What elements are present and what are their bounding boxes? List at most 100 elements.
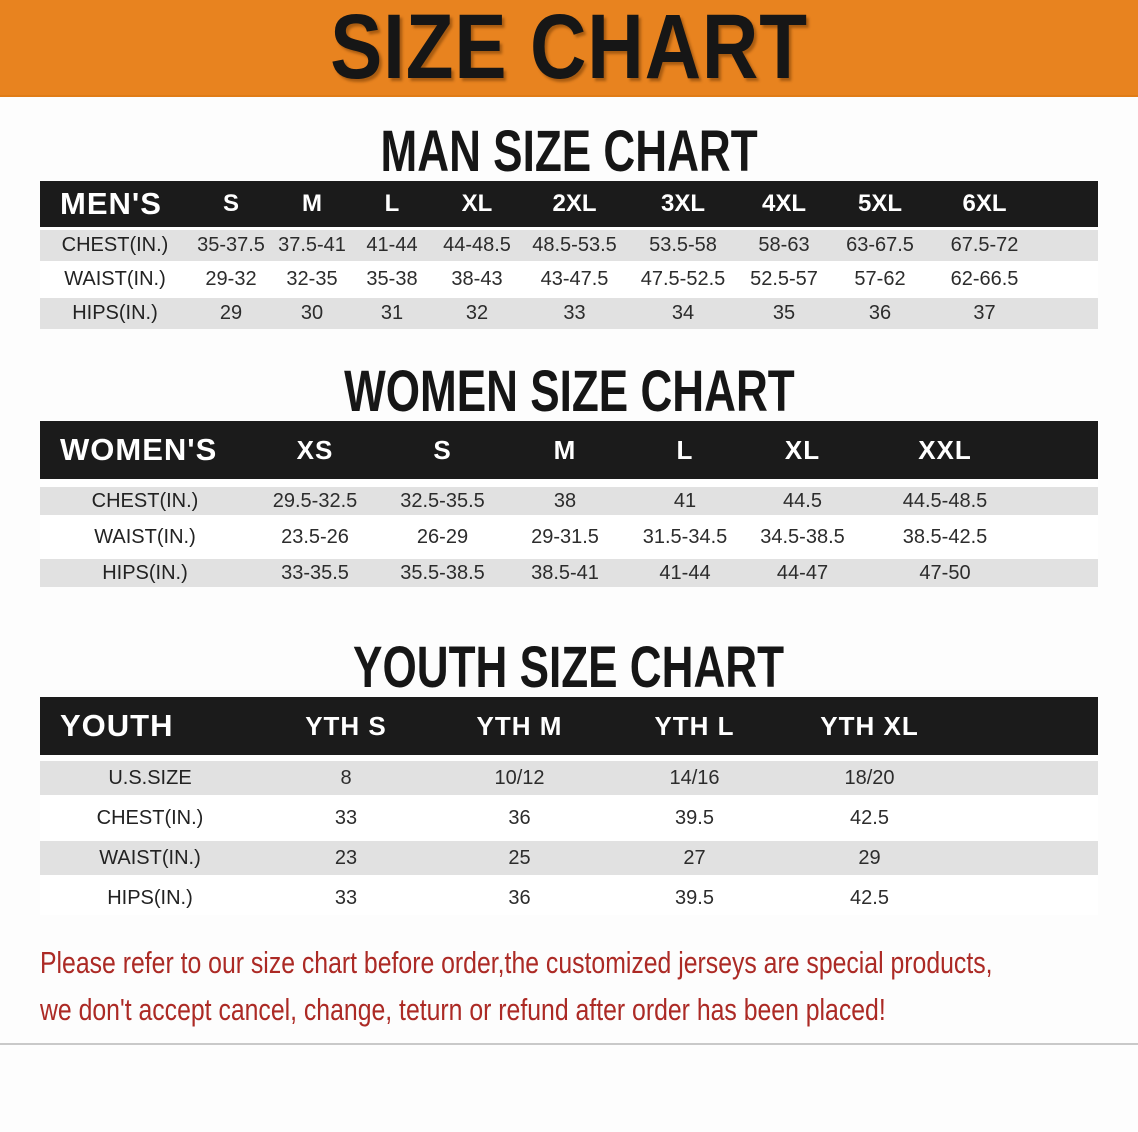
- size-value-cell: 42.5: [782, 795, 957, 835]
- size-value-cell: 29-32: [190, 261, 272, 295]
- size-column-header: L: [625, 421, 745, 479]
- table-row: CHEST(IN.) 35-37.5 37.5-41 41-44 44-48.5 48.5…: [40, 227, 1098, 261]
- size-value-cell: 26-29: [380, 515, 505, 551]
- size-value-cell: 38.5-42.5: [860, 515, 1030, 551]
- size-column-header: XL: [745, 421, 860, 479]
- size-value-cell: 44.5-48.5: [860, 479, 1030, 515]
- size-value-cell: 33: [260, 875, 432, 915]
- size-column-header: YTH XL: [782, 697, 957, 755]
- size-column-header: M: [505, 421, 625, 479]
- size-value-cell: 14/16: [607, 755, 782, 795]
- size-value-cell: 44.5: [745, 479, 860, 515]
- size-value-cell: 30: [272, 295, 352, 329]
- spacer-cell: [1038, 295, 1098, 329]
- table-corner-label: WOMEN'S: [40, 421, 250, 479]
- size-value-cell: 47.5-52.5: [627, 261, 739, 295]
- size-value-cell: 25: [432, 835, 607, 875]
- size-value-cell: 32: [432, 295, 522, 329]
- row-label: HIPS(IN.): [40, 551, 250, 587]
- size-value-cell: 23: [260, 835, 432, 875]
- size-value-cell: 37.5-41: [272, 227, 352, 261]
- size-value-cell: 39.5: [607, 875, 782, 915]
- size-value-cell: 33: [522, 295, 627, 329]
- spacer-cell: [1038, 227, 1098, 261]
- table-header-row: YOUTH YTH S YTH M YTH L YTH XL: [40, 697, 1098, 755]
- table-row: HIPS(IN.) 33 36 39.5 42.5: [40, 875, 1098, 915]
- size-value-cell: 41-44: [625, 551, 745, 587]
- size-value-cell: 8: [260, 755, 432, 795]
- table-row: WAIST(IN.) 23.5-26 26-29 29-31.5 31.5-34.5 34…: [40, 515, 1098, 551]
- size-column-header: 3XL: [627, 181, 739, 227]
- row-label: WAIST(IN.): [40, 515, 250, 551]
- size-value-cell: 29.5-32.5: [250, 479, 380, 515]
- table-row: HIPS(IN.) 29 30 31 32 33 34 35 36 37: [40, 295, 1098, 329]
- womens-section-heading: WOMEN SIZE CHART: [0, 363, 1138, 421]
- size-column-header: XL: [432, 181, 522, 227]
- spacer-cell: [957, 875, 1098, 915]
- table-row: CHEST(IN.) 29.5-32.5 32.5-35.5 38 41 44.5 44.5…: [40, 479, 1098, 515]
- table-row: WAIST(IN.) 23 25 27 29: [40, 835, 1098, 875]
- row-label: U.S.SIZE: [40, 755, 260, 795]
- size-column-header: 5XL: [829, 181, 931, 227]
- row-label: WAIST(IN.): [40, 835, 260, 875]
- size-value-cell: 38-43: [432, 261, 522, 295]
- size-column-header: S: [190, 181, 272, 227]
- size-value-cell: 41-44: [352, 227, 432, 261]
- row-label: HIPS(IN.): [40, 875, 260, 915]
- spacer-cell: [957, 835, 1098, 875]
- size-value-cell: 32-35: [272, 261, 352, 295]
- size-value-cell: 47-50: [860, 551, 1030, 587]
- size-value-cell: 53.5-58: [627, 227, 739, 261]
- size-column-header: XS: [250, 421, 380, 479]
- size-column-header: S: [380, 421, 505, 479]
- size-value-cell: 38: [505, 479, 625, 515]
- size-value-cell: 34.5-38.5: [745, 515, 860, 551]
- size-value-cell: 48.5-53.5: [522, 227, 627, 261]
- size-value-cell: 36: [432, 875, 607, 915]
- footer-notice: Please refer to our size chart before or…: [0, 939, 1138, 1033]
- size-value-cell: 32.5-35.5: [380, 479, 505, 515]
- table-header-row: WOMEN'S XS S M L XL XXL: [40, 421, 1098, 479]
- size-value-cell: 37: [931, 295, 1038, 329]
- size-value-cell: 35-37.5: [190, 227, 272, 261]
- size-column-header: M: [272, 181, 352, 227]
- size-column-header: 4XL: [739, 181, 829, 227]
- size-value-cell: 33-35.5: [250, 551, 380, 587]
- row-label: WAIST(IN.): [40, 261, 190, 295]
- spacer-cell: [957, 697, 1098, 755]
- youth-size-table: YOUTH YTH S YTH M YTH L YTH XL U.S.SIZE 8 10/12…: [40, 697, 1098, 915]
- table-corner-label: YOUTH: [40, 697, 260, 755]
- footer-line-1: Please refer to our size chart before or…: [40, 939, 1098, 986]
- size-value-cell: 58-63: [739, 227, 829, 261]
- size-value-cell: 33: [260, 795, 432, 835]
- table-row: WAIST(IN.) 29-32 32-35 35-38 38-43 43-47.5 47.…: [40, 261, 1098, 295]
- size-column-header: 2XL: [522, 181, 627, 227]
- size-value-cell: 38.5-41: [505, 551, 625, 587]
- table-corner-label: MEN'S: [40, 181, 190, 227]
- size-value-cell: 44-47: [745, 551, 860, 587]
- size-column-header: YTH S: [260, 697, 432, 755]
- mens-size-table: MEN'S S M L XL 2XL 3XL 4XL 5XL 6XL CHEST(IN.) 35-37…: [40, 181, 1098, 329]
- size-value-cell: 35: [739, 295, 829, 329]
- table-header-row: MEN'S S M L XL 2XL 3XL 4XL 5XL 6XL: [40, 181, 1098, 227]
- table-row: CHEST(IN.) 33 36 39.5 42.5: [40, 795, 1098, 835]
- size-value-cell: 36: [432, 795, 607, 835]
- size-value-cell: 42.5: [782, 875, 957, 915]
- row-label: CHEST(IN.): [40, 227, 190, 261]
- footer-line-1-text: Please refer to our size chart before or…: [40, 945, 993, 980]
- size-value-cell: 63-67.5: [829, 227, 931, 261]
- size-value-cell: 39.5: [607, 795, 782, 835]
- size-value-cell: 44-48.5: [432, 227, 522, 261]
- bottom-divider: [0, 1043, 1138, 1045]
- mens-section-heading-text: MAN SIZE CHART: [380, 119, 758, 184]
- youth-section-heading-text: YOUTH SIZE CHART: [353, 635, 785, 700]
- womens-section-heading-text: WOMEN SIZE CHART: [343, 359, 795, 424]
- size-value-cell: 35.5-38.5: [380, 551, 505, 587]
- row-label: CHEST(IN.): [40, 479, 250, 515]
- banner-title: SIZE CHART: [330, 0, 808, 98]
- size-column-header: YTH L: [607, 697, 782, 755]
- spacer-cell: [1030, 515, 1098, 551]
- spacer-cell: [1038, 261, 1098, 295]
- row-label: CHEST(IN.): [40, 795, 260, 835]
- size-value-cell: 41: [625, 479, 745, 515]
